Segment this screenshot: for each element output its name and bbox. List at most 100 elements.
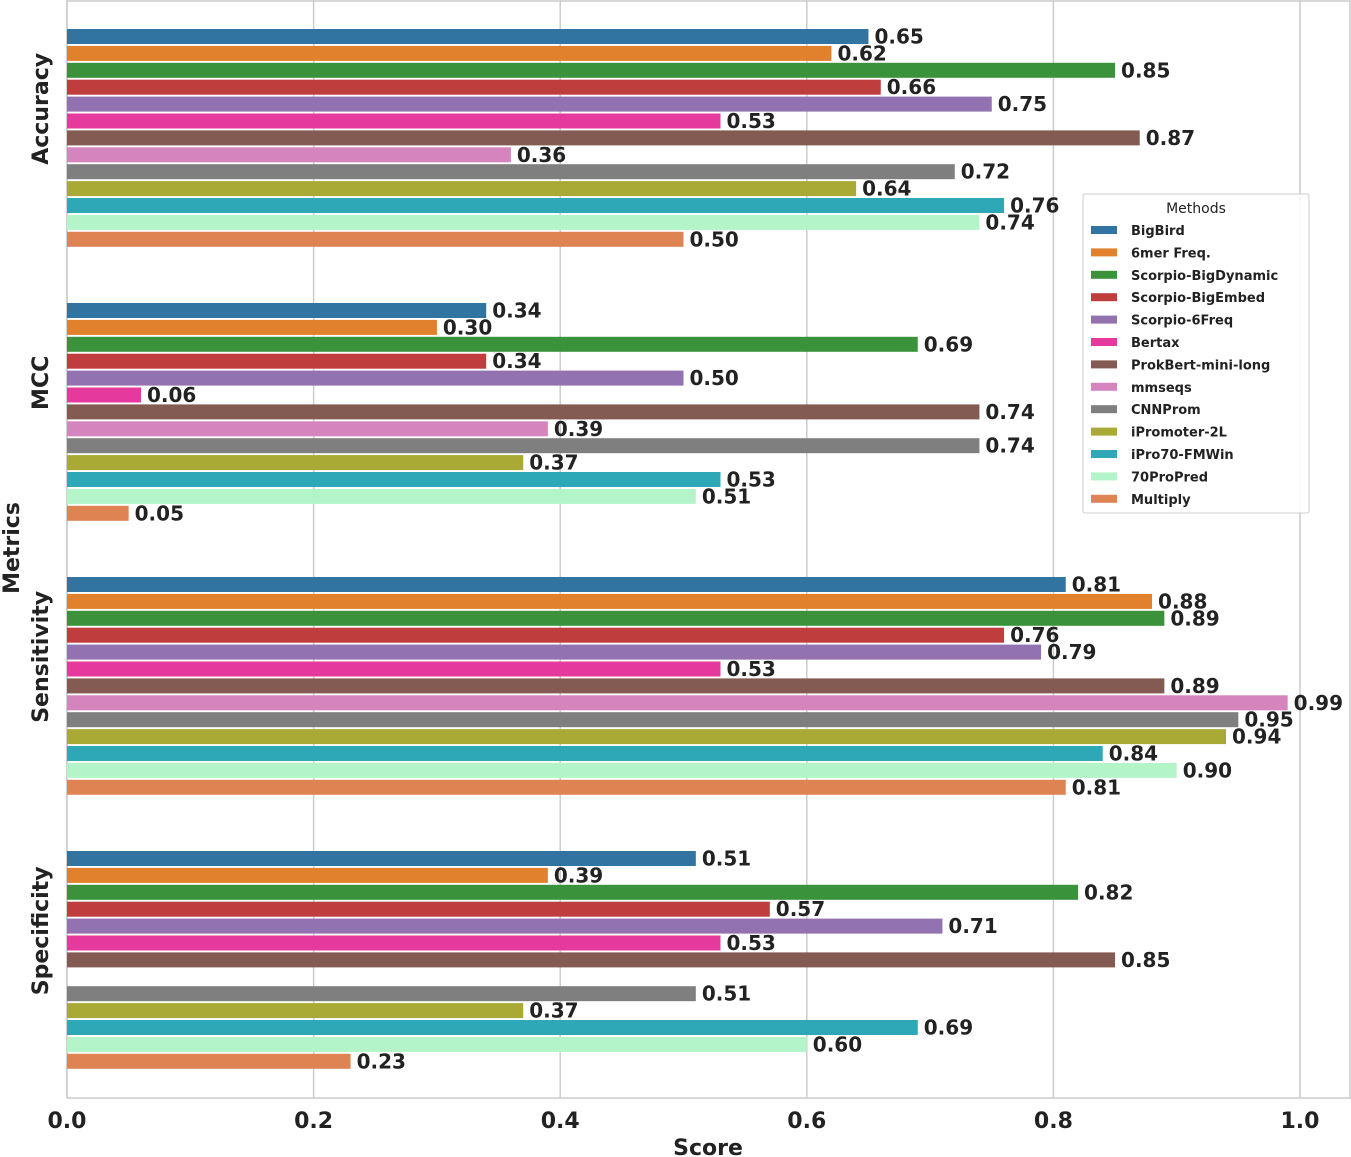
bar-value-label: 0.51 [702,982,751,1006]
bar [67,627,1005,643]
x-tick-label: 1.0 [1281,1109,1320,1134]
legend-label: iPromoter-2L [1131,426,1227,441]
bar-value-label: 0.36 [517,143,566,167]
bar [67,1053,351,1069]
legend-swatch [1091,248,1117,257]
bar-value-label: 0.79 [1047,640,1096,664]
legend-swatch [1091,427,1117,436]
bar [67,712,1239,728]
bar-value-label: 0.89 [1170,674,1219,698]
bar [67,644,1042,660]
bar [67,164,955,180]
legend-swatch [1091,338,1117,346]
bar [67,952,1116,968]
bar-value-label: 0.37 [529,451,578,475]
bar-value-label: 0.87 [1146,126,1195,150]
bar [67,867,548,883]
legend-label: 6mer Freq. [1131,246,1211,261]
bar [67,488,696,504]
bar-value-label: 0.69 [924,332,973,356]
legend-label: Bertax [1131,336,1180,351]
bar [67,661,721,677]
bar [67,455,524,471]
bar-value-label: 0.53 [726,931,775,955]
bar [67,79,881,95]
bar [67,1036,807,1052]
bar-value-label: 0.60 [813,1032,862,1056]
x-tick-label: 0.4 [541,1109,580,1134]
bar [67,319,437,335]
bar-value-label: 0.81 [1072,775,1121,799]
bar [67,577,1066,592]
bar-value-label: 0.74 [985,400,1034,424]
bar-value-label: 0.50 [690,366,739,390]
bar [67,472,721,487]
legend-swatch [1091,450,1117,458]
bar-value-label: 0.66 [887,75,936,99]
bar [67,678,1165,694]
legend-frame [1082,193,1310,514]
bar-value-label: 0.51 [702,847,751,871]
bar [67,214,980,230]
legend-swatch [1091,360,1117,369]
bar-value-label: 0.50 [690,227,739,251]
bar-value-label: 0.88 [1158,589,1207,613]
bar [67,29,869,44]
bar [67,1003,524,1019]
y-axis-title: Metrics [0,502,25,594]
axis-layer: 0.0 0.2 0.4 0.6 0.8 1.0 Accuracy MCC Sensitivity… [29,53,1319,1134]
bar-value-label: 0.72 [961,160,1010,184]
bar [67,593,1153,609]
legend-label: ProkBert-mini-long [1131,358,1270,373]
bar [67,336,918,352]
bar [67,404,980,420]
y-category-label: Specificity [29,866,54,995]
bar [67,438,980,454]
legend-swatch [1091,293,1117,302]
bar [67,62,1116,78]
bar-value-label: 0.37 [529,999,578,1023]
x-axis-title: Score [673,1136,743,1157]
legend-label: Scorpio-6Freq [1131,314,1233,329]
legend-swatch [1091,382,1117,391]
legend: Methods BigBird 6mer Freq. Scorpio-BigDyna… [1082,193,1310,514]
bar [67,851,696,866]
x-tick-label: 0.2 [294,1109,333,1134]
bar-value-label: 0.90 [1183,758,1232,782]
bar [67,387,141,403]
legend-swatch [1091,472,1117,481]
y-category-label: Sensitivity [29,591,54,723]
bar-value-label: 0.76 [1010,623,1059,647]
legend-label: Scorpio-BigDynamic [1131,269,1278,284]
bar-value-label: 0.74 [985,434,1034,458]
bar [67,986,696,1002]
bar-value-label: 0.84 [1109,742,1158,766]
bar-value-label: 0.06 [147,383,196,407]
bar [67,353,487,369]
legend-swatch [1091,226,1117,234]
bar [67,231,684,247]
bar-value-label: 0.51 [702,484,751,508]
bar-value-label: 0.39 [554,863,603,887]
legend-swatch [1091,494,1117,503]
bar-value-label: 0.05 [135,501,184,525]
legend-title: Methods [1166,201,1226,217]
bar-value-label: 0.82 [1084,880,1133,904]
bar-value-label: 0.34 [492,299,541,323]
bar [67,303,487,318]
bar-value-label: 0.76 [1010,194,1059,218]
legend-label: iPro70-FMWin [1131,448,1234,463]
legend-items: BigBird 6mer Freq. Scorpio-BigDynamic Scorp… [1091,224,1278,508]
bar-value-label: 0.74 [985,210,1034,234]
legend-swatch [1091,270,1117,279]
value-label-layer: 0.650.62 0.85 0.66 0.75 0.53 0.87 0.36 0.72 0.64… [135,25,1343,1074]
bar [67,1020,918,1035]
legend-label: Multiply [1131,493,1191,508]
bar-value-label: 0.30 [443,315,492,339]
bar-value-label: 0.69 [924,1016,973,1040]
y-category-label: MCC [29,356,54,410]
legend-swatch [1091,315,1117,324]
bar-value-label: 0.53 [726,109,775,133]
bar-value-label: 0.23 [357,1049,406,1073]
